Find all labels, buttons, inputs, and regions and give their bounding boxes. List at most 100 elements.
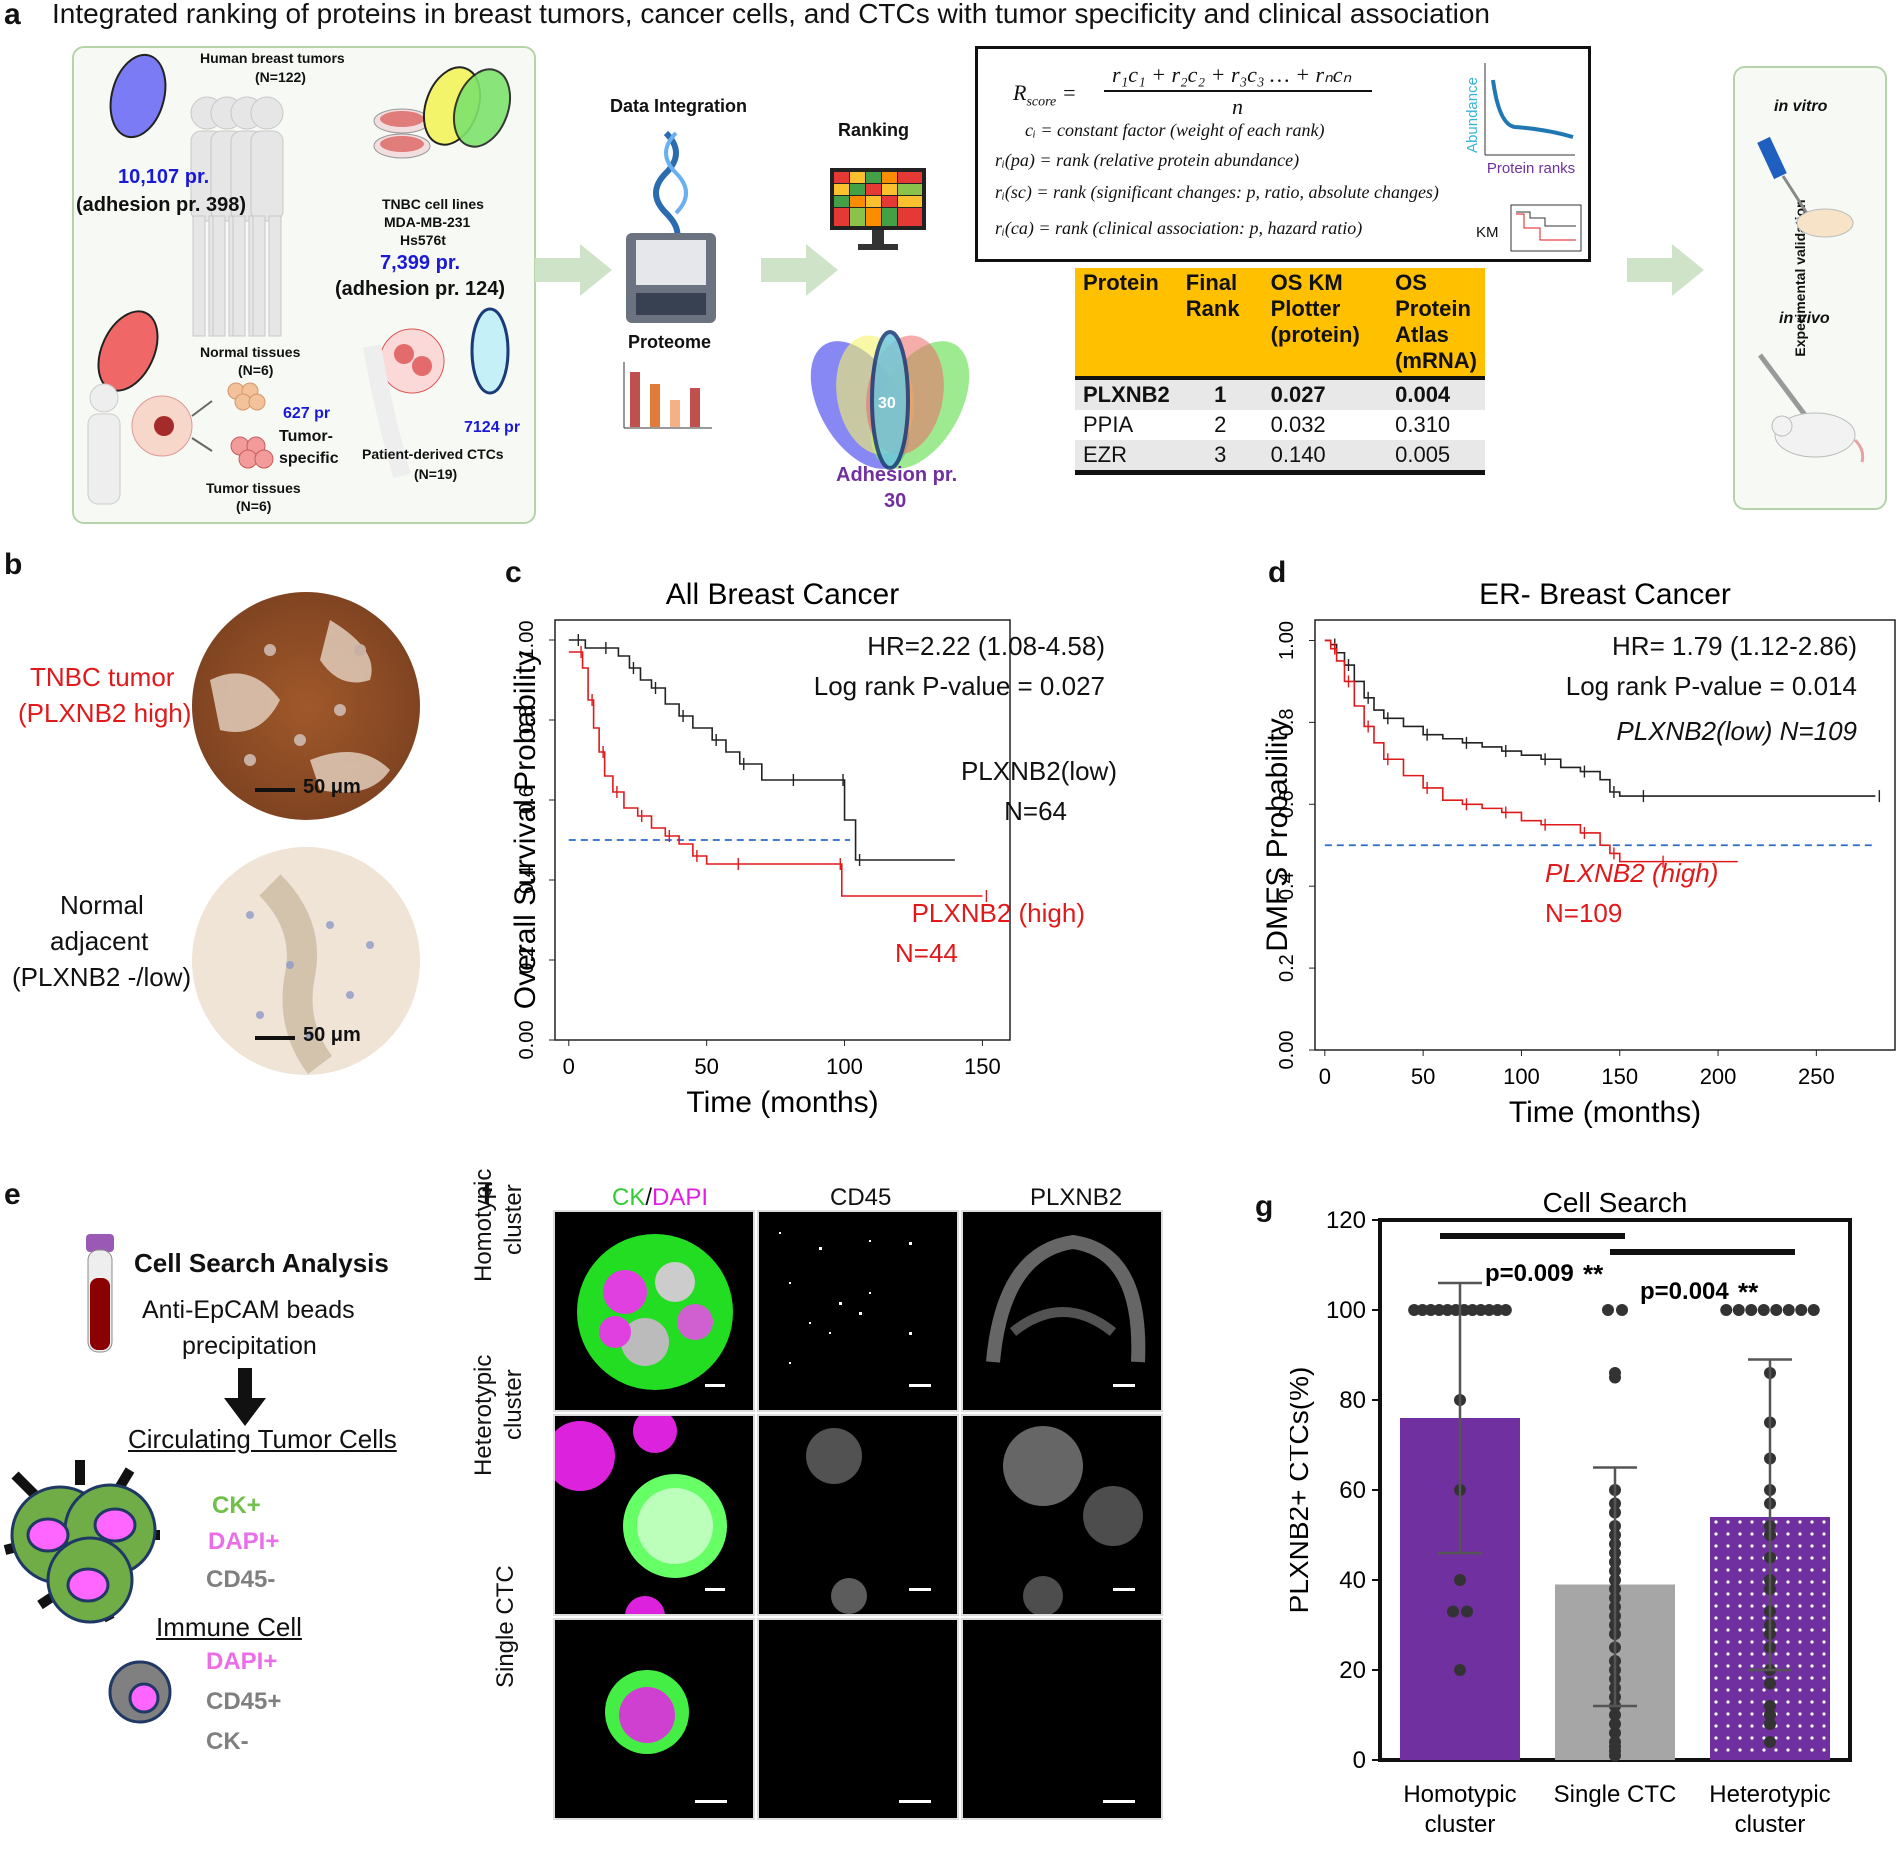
table-row: PPIA 2 0.032 0.310: [1075, 410, 1485, 440]
y-tick-label: 0: [1353, 1747, 1366, 1774]
cells-adhesion: (adhesion pr. 124): [335, 278, 506, 300]
micro-single-plxnb2: [961, 1618, 1163, 1820]
y-tick-label: 1.00: [1276, 621, 1298, 660]
f-col-sep: /: [645, 1184, 653, 1211]
e-title: Cell Search Analysis: [134, 1248, 389, 1278]
table-cell: 0.027: [1270, 382, 1326, 407]
x-category-label: Heterotypic cluster: [1709, 1781, 1830, 1838]
y-tick-label: 40: [1339, 1567, 1366, 1594]
adhesion-n: 30: [884, 490, 907, 512]
cells-count: 7,399 pr.: [380, 252, 461, 274]
x-tick-label: 250: [1798, 1064, 1835, 1089]
normal-title: Normal tissues: [200, 344, 301, 360]
y-axis-label: DMFS Probability: [1261, 718, 1294, 951]
mouse-syringe-icon: [1758, 353, 1865, 463]
x-tick-label: 0: [1319, 1064, 1331, 1089]
km-mini-plot: [1510, 204, 1582, 252]
formula-def3: rᵢ(sc) = rank (significant changes: p, r…: [995, 182, 1439, 202]
e-beads-2: precipitation: [182, 1332, 317, 1360]
ctc-cluster-icon: [3, 1460, 160, 1624]
panel-label-b: b: [4, 548, 23, 581]
normal-label-3: (PLXNB2 -/low): [12, 962, 192, 992]
data-point: [1764, 1677, 1776, 1690]
x-category-label-line: Heterotypic: [1709, 1781, 1830, 1808]
arrow-3: [1627, 244, 1704, 296]
scale-bar-1: [255, 788, 295, 792]
f-row1-b: cluster: [500, 1184, 527, 1255]
table-row: EZR 3 0.140 0.005: [1075, 440, 1485, 473]
data-integration-label: Data Integration: [610, 96, 748, 116]
chart-title: Cell Search: [1543, 1187, 1688, 1218]
data-point: [1609, 1749, 1621, 1762]
survival-line-1: [568, 651, 983, 897]
th-protein: Protein: [1083, 270, 1159, 295]
ranking-table: Protein Final Rank OS KM Plotter (protei…: [1075, 268, 1485, 475]
data-point: [1616, 1304, 1628, 1316]
cells-title: TNBC cell lines: [382, 196, 484, 212]
data-point: [1770, 1304, 1783, 1316]
sig-text-1: p=0.009: [1485, 1260, 1574, 1287]
micro-hetero-ck-dapi: [553, 1414, 755, 1616]
y-tick-label: 0.8: [1276, 708, 1298, 736]
data-point: [1483, 1304, 1496, 1316]
tumors-title: Human breast tumors: [200, 50, 345, 66]
abundance-mini-plot: Abundance Protein ranks: [1464, 63, 1575, 175]
pipette-dish-icon: [1757, 136, 1854, 238]
panel-label-e: e: [4, 1178, 21, 1211]
table-cell: PLXNB2: [1083, 382, 1170, 407]
x-tick-label: 100: [826, 1054, 863, 1079]
formula-lhs-r: R: [1013, 80, 1027, 105]
f-col-cd45: CD45: [830, 1184, 892, 1211]
panel-a-illustrations: [87, 53, 512, 505]
data-point: [1782, 1304, 1795, 1316]
e-i-dapi: DAPI+: [206, 1648, 278, 1675]
data-point: [1454, 1574, 1466, 1586]
x-axis-label: Time (months): [686, 1086, 878, 1119]
f-col-ck-dapi: CK/DAPI: [612, 1184, 708, 1212]
e-ctc-title: Circulating Tumor Cells: [128, 1424, 397, 1454]
proteome-bars-icon: [623, 362, 712, 429]
y-tick-label: 0.4: [516, 866, 538, 894]
data-point: [1609, 1727, 1621, 1739]
tumor-tissue-n: (N=6): [236, 498, 272, 514]
hr-text: HR=2.22 (1.08-4.58): [867, 631, 1105, 661]
micro-homo-cd45: [757, 1210, 959, 1412]
y-tick-label: 120: [1326, 1207, 1366, 1234]
km-label: KM: [1476, 224, 1499, 241]
data-point: [1461, 1605, 1473, 1618]
proteome-label: Proteome: [628, 332, 712, 352]
table-cell: PPIA: [1083, 412, 1134, 437]
survival-line-0: [568, 639, 955, 861]
tumor-tissue-title: Tumor tissues: [206, 480, 301, 496]
formula-denominator: n: [1232, 94, 1243, 119]
data-point: [1499, 1304, 1512, 1316]
f-col-ck: CK: [612, 1184, 646, 1211]
panel-label-g: g: [1255, 1190, 1274, 1223]
th-os-km: OS KM Plotter (protein): [1270, 270, 1360, 347]
p-value-text: Log rank P-value = 0.014: [1566, 671, 1857, 701]
y-tick-label: 0.00: [1276, 1031, 1298, 1070]
scale-bar-2: [255, 1036, 295, 1040]
y-axis-label: Overall Survival Probability: [509, 651, 542, 1009]
sig-stars-1: **: [1583, 1259, 1604, 1289]
high-series-label: PLXNB2 (high): [1545, 858, 1718, 888]
table-cell: 0.140: [1270, 442, 1326, 467]
data-point: [1609, 1718, 1621, 1730]
high-series-label: PLXNB2 (high): [912, 898, 1085, 928]
f-col-plxnb2: PLXNB2: [1030, 1184, 1123, 1211]
table-cell: 0.032: [1270, 412, 1326, 437]
data-point: [1416, 1304, 1429, 1316]
ctc-n: (N=19): [414, 466, 458, 482]
data-point: [1764, 1700, 1776, 1712]
table-cell: 0.004: [1395, 382, 1451, 407]
panel-label-a: a: [4, 0, 21, 31]
data-point: [1795, 1304, 1808, 1316]
micro-hetero-plxnb2: [961, 1414, 1163, 1616]
x-category-label: Homotypic cluster: [1403, 1781, 1516, 1838]
data-point: [1764, 1718, 1776, 1730]
x-tick-label: 200: [1700, 1064, 1737, 1089]
formula-numerator: r₁c₁ + r₂c₂ + r₃c₃ … + rₙcₙ: [1112, 62, 1352, 87]
y-tick-label: 60: [1339, 1477, 1366, 1504]
cells-line2: Hs576t: [400, 232, 446, 248]
e-ck: CK+: [212, 1492, 261, 1519]
